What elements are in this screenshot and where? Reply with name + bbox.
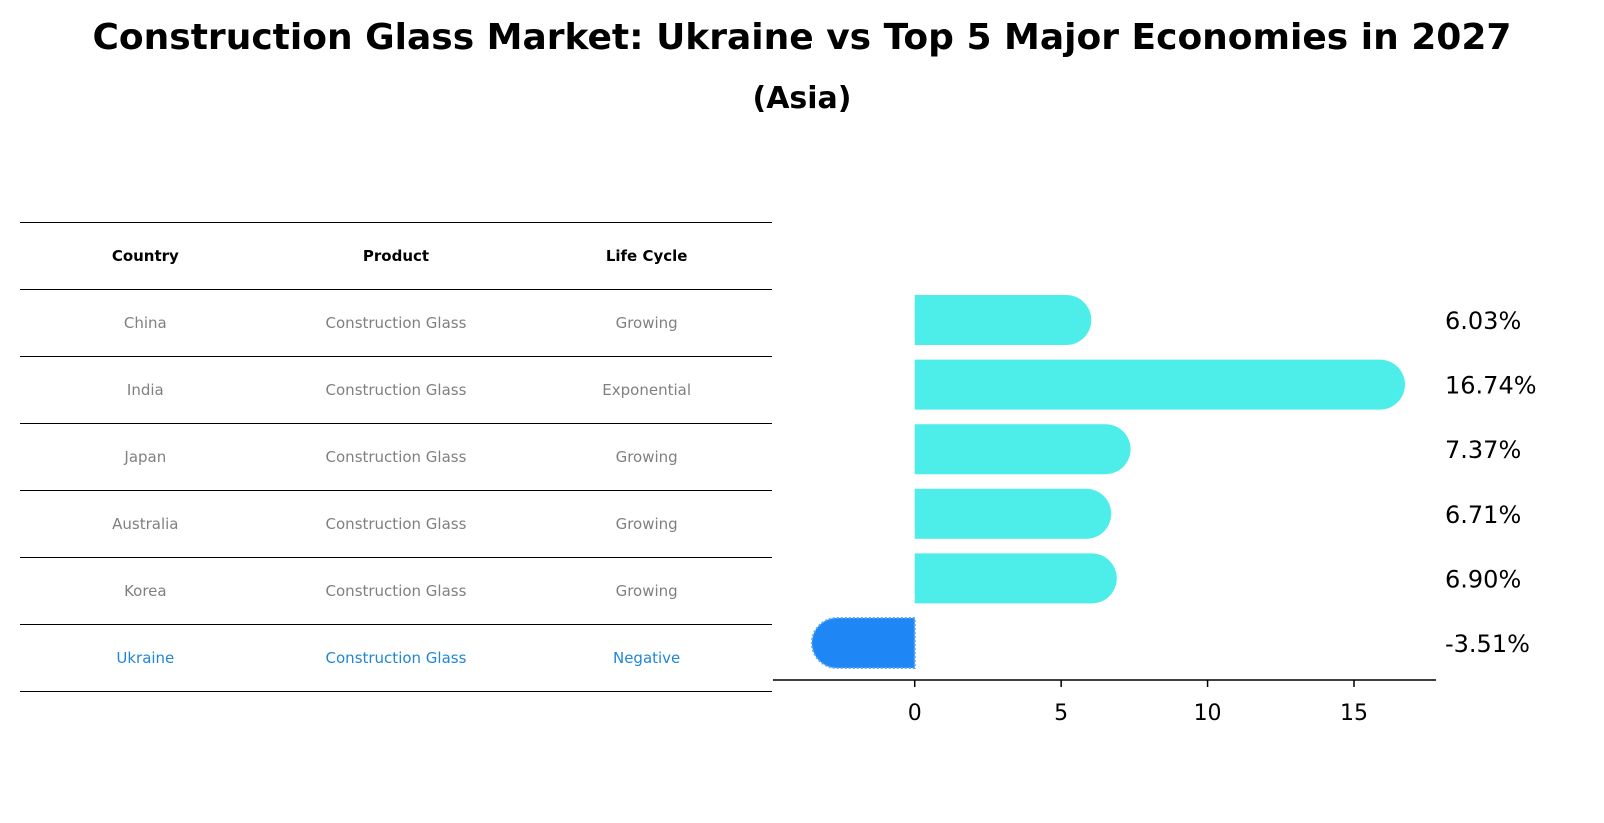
cell-product: Construction Glass	[325, 314, 467, 332]
chart-title: Construction Glass Market: Ukraine vs To…	[92, 17, 1512, 58]
value-label: -3.51%	[1445, 630, 1530, 658]
value-label: 7.37%	[1445, 436, 1521, 464]
x-tick-label: 15	[1340, 701, 1368, 726]
table-row: Japan Construction Glass Growing	[20, 423, 772, 490]
cell-product: Construction Glass	[325, 582, 467, 600]
x-tick-label: 5	[1054, 701, 1068, 726]
table-row: Korea Construction Glass Growing	[20, 557, 772, 624]
cell-product: Construction Glass	[325, 515, 467, 533]
header-life-cycle: Life Cycle	[605, 247, 688, 265]
cell-life-cycle: Growing	[615, 448, 678, 466]
value-label: 6.90%	[1445, 565, 1521, 593]
market-table: Country Product Life Cycle China Constru…	[20, 222, 772, 692]
x-tick-label: 0	[908, 701, 922, 726]
cell-country: Australia	[112, 515, 179, 533]
cell-country: Japan	[124, 448, 167, 466]
header-product: Product	[362, 247, 430, 265]
bar-china	[914, 295, 1092, 345]
cell-life-cycle: Growing	[615, 515, 678, 533]
bar-chart-svg: 6.03% 16.74% 7.37% 6.71% 6.90% -3.51% 0 5 10 15	[773, 295, 1537, 726]
bar-japan	[914, 424, 1131, 475]
table-row: China Construction Glass Growing	[20, 289, 772, 356]
cell-life-cycle: Negative	[612, 649, 681, 667]
cell-life-cycle: Exponential	[602, 381, 691, 399]
table-row-highlight: Ukraine Construction Glass Negative	[20, 624, 772, 692]
cell-product: Construction Glass	[325, 649, 467, 667]
cell-country: Ukraine	[116, 649, 175, 667]
value-label: 6.71%	[1445, 501, 1521, 529]
bar-ukraine	[811, 618, 915, 668]
cell-product: Construction Glass	[325, 381, 467, 399]
bar-australia	[914, 488, 1112, 539]
header-country: Country	[111, 247, 179, 265]
table-row: Australia Construction Glass Growing	[20, 490, 772, 557]
cell-life-cycle: Growing	[615, 582, 678, 600]
cell-life-cycle: Growing	[615, 314, 678, 332]
table-row: India Construction Glass Exponential	[20, 356, 772, 423]
cell-country: Korea	[124, 582, 167, 600]
cell-country: India	[126, 381, 164, 399]
table-header-row: Country Product Life Cycle	[20, 222, 772, 289]
value-label: 16.74%	[1445, 372, 1537, 400]
bar-korea	[914, 553, 1117, 604]
bar-india	[914, 359, 1405, 410]
cell-product: Construction Glass	[325, 448, 467, 466]
value-label: 6.03%	[1445, 307, 1521, 335]
x-tick-label: 10	[1194, 701, 1222, 726]
bar-chart: 6.03% 16.74% 7.37% 6.71% 6.90% -3.51% 0 5 10 15	[773, 280, 1604, 780]
cell-country: China	[123, 314, 167, 332]
chart-subtitle: (Asia)	[752, 81, 852, 116]
